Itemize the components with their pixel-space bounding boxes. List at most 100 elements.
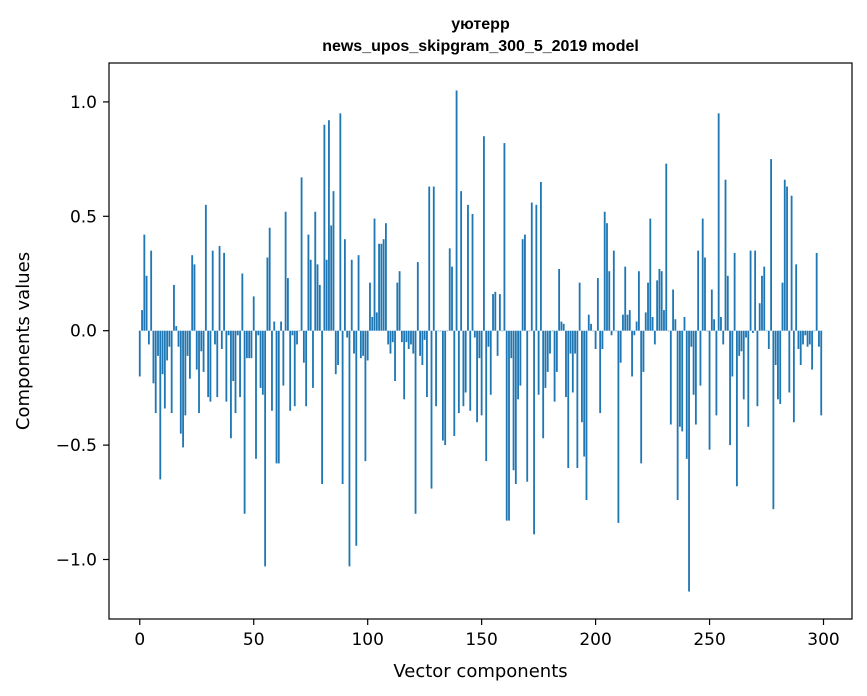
bar-284 <box>786 186 788 331</box>
bar-171 <box>528 330 531 332</box>
bar-54 <box>261 330 264 395</box>
bar-146 <box>471 214 474 331</box>
bar-14 <box>170 330 173 414</box>
bar-19 <box>182 330 184 448</box>
bar-50 <box>252 296 255 331</box>
bar-122 <box>416 262 419 331</box>
bar-89 <box>341 330 344 484</box>
bar-121 <box>414 330 417 514</box>
bar-117 <box>405 330 408 343</box>
bar-254 <box>717 113 720 331</box>
bar-26 <box>198 330 200 414</box>
bar-198 <box>590 323 592 331</box>
bar-245 <box>697 250 700 331</box>
bar-292 <box>804 330 807 336</box>
bar-79 <box>318 284 321 331</box>
bar-150 <box>480 330 483 416</box>
bar-127 <box>428 186 431 331</box>
bar-6 <box>152 330 155 384</box>
bar-223 <box>647 282 649 331</box>
bar-135 <box>446 330 449 332</box>
bar-222 <box>644 312 647 331</box>
bar-243 <box>692 330 695 395</box>
bar-164 <box>512 330 515 471</box>
x-tick-label: 300 <box>807 630 839 650</box>
bar-17 <box>177 330 180 347</box>
bar-113 <box>396 282 399 331</box>
bar-229 <box>660 271 663 331</box>
bar-35 <box>218 246 221 331</box>
bar-283 <box>783 179 786 331</box>
bar-252 <box>713 319 716 331</box>
bar-82 <box>325 259 328 331</box>
bar-154 <box>489 330 492 395</box>
bar-140 <box>457 330 460 414</box>
bar-186 <box>562 323 565 331</box>
bar-250 <box>708 330 711 450</box>
bar-148 <box>476 330 478 423</box>
bar-112 <box>394 330 396 382</box>
bar-47 <box>245 330 248 359</box>
bar-191 <box>574 330 576 354</box>
bar-162 <box>508 330 510 521</box>
bar-29 <box>204 204 207 331</box>
bar-110 <box>389 330 392 354</box>
y-tick-label: 0.5 <box>70 207 97 227</box>
bar-202 <box>599 330 602 414</box>
bar-5 <box>150 250 153 331</box>
bar-182 <box>553 330 556 402</box>
bar-40 <box>230 330 232 439</box>
bar-267 <box>747 330 750 427</box>
bar-206 <box>608 271 611 331</box>
bar-116 <box>403 330 406 400</box>
bar-90 <box>343 239 346 331</box>
bar-286 <box>790 195 793 331</box>
bar-34 <box>216 330 219 398</box>
bar-289 <box>797 330 800 349</box>
bar-12 <box>166 330 169 361</box>
bar-232 <box>667 330 670 332</box>
bar-147 <box>473 330 476 338</box>
bar-53 <box>259 330 262 388</box>
bar-212 <box>622 314 624 331</box>
bar-10 <box>161 330 164 375</box>
bar-32 <box>211 250 214 331</box>
bar-276 <box>767 330 770 349</box>
bar-123 <box>419 330 422 356</box>
bar-196 <box>585 330 588 501</box>
bar-217 <box>633 330 636 336</box>
x-axis-ticks: 0 50 100 150 200 250 300 <box>134 619 840 650</box>
bar-248 <box>704 257 706 331</box>
bar-184 <box>558 268 561 331</box>
bar-293 <box>806 330 809 347</box>
x-tick-label: 200 <box>579 630 611 650</box>
bar-249 <box>706 330 709 332</box>
bar-81 <box>323 124 326 331</box>
bar-275 <box>765 330 768 332</box>
bar-270 <box>754 250 757 331</box>
bar-31 <box>209 330 212 402</box>
bar-20 <box>184 330 187 416</box>
bar-138 <box>453 330 456 436</box>
bar-299 <box>820 330 823 416</box>
bar-290 <box>799 330 802 366</box>
bar-152 <box>485 330 488 462</box>
bar-124 <box>421 330 424 366</box>
bar-36 <box>220 330 223 349</box>
bar-103 <box>373 218 376 331</box>
bar-91 <box>346 330 349 338</box>
bar-268 <box>749 250 752 331</box>
bar-173 <box>533 330 535 535</box>
bar-181 <box>551 330 554 332</box>
bar-210 <box>617 330 620 523</box>
bar-4 <box>147 330 150 345</box>
bar-149 <box>478 330 481 359</box>
bar-102 <box>371 316 374 331</box>
bar-62 <box>280 321 282 331</box>
bar-236 <box>676 330 679 501</box>
bar-137 <box>451 266 453 331</box>
bar-264 <box>740 330 743 352</box>
x-axis-label: Vector components <box>393 661 567 682</box>
bar-27 <box>200 330 203 352</box>
bar-80 <box>321 330 324 484</box>
